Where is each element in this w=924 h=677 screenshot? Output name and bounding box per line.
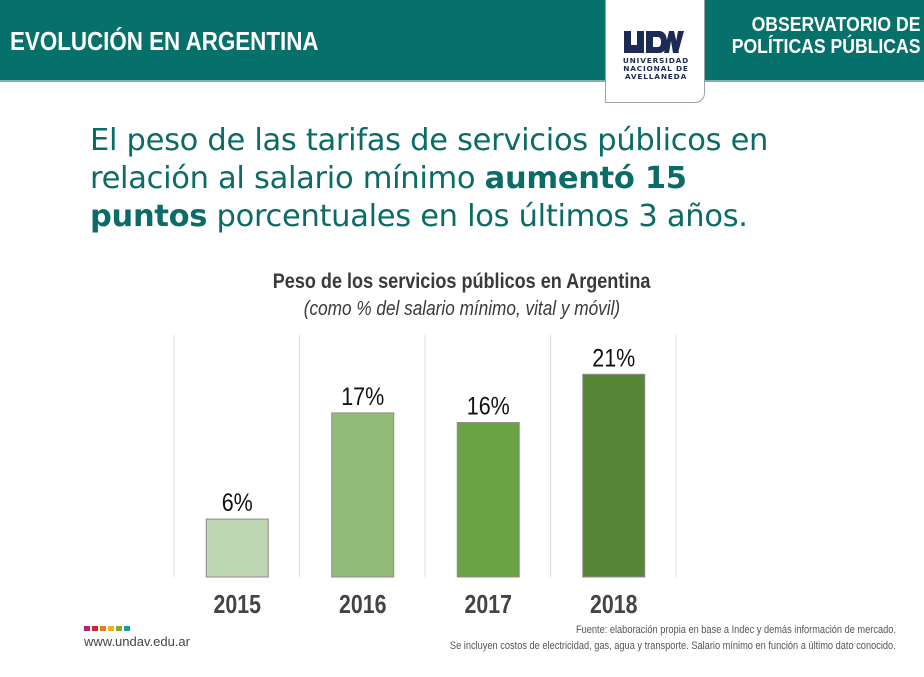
brand-color-square (116, 626, 122, 631)
headline-bold-2: puntos (90, 199, 208, 234)
source-text: Fuente: elaboración propia en base a Ind… (575, 624, 896, 636)
x-tick-label-2015: 2015 (214, 590, 261, 620)
data-label-2017: 16% (467, 392, 510, 420)
methodology-text: Se incluyen costos de electricidad, gas,… (450, 640, 896, 652)
chart-subtitle-text: (como % del salario mínimo, vital y móvi… (303, 298, 621, 320)
source-note: Fuente: elaboración propia en base a Ind… (96, 624, 896, 636)
logo-line-3: AVELLANEDA (624, 72, 688, 81)
brand-color-square (92, 626, 98, 631)
brand-color-square (84, 626, 90, 631)
section-title: EVOLUCIÓN EN ARGENTINA (10, 26, 319, 56)
methodology-note: Se incluyen costos de electricidad, gas,… (96, 640, 896, 652)
x-tick-label-2018: 2018 (590, 590, 637, 620)
undav-logo: UNIVERSIDAD NACIONAL DE AVELLANEDA (605, 0, 705, 103)
brand-color-squares (84, 626, 130, 631)
header-band: EVOLUCIÓN EN ARGENTINA OBSERVATORIO DE P… (0, 0, 924, 82)
x-tick-label-2016: 2016 (339, 590, 386, 620)
logo-line-2: NACIONAL DE (623, 64, 689, 73)
bar-2016 (331, 412, 395, 578)
headline: El peso de las tarifas de servicios públ… (90, 122, 890, 236)
chart-title-text: Peso de los servicios públicos en Argent… (273, 270, 651, 293)
undav-logo-mark-icon (624, 31, 684, 53)
observatory-line-1: OBSERVATORIO DE (751, 14, 920, 36)
headline-bold-1: aumentó 15 (484, 161, 687, 196)
logo-line-1: UNIVERSIDAD (622, 56, 690, 65)
data-label-2015: 6% (222, 489, 253, 517)
x-tick-label-2017: 2017 (465, 590, 512, 620)
bar-2015 (205, 518, 269, 578)
data-label-2016: 17% (341, 382, 384, 410)
bar-2018 (582, 373, 646, 578)
chart-title: Peso de los servicios públicos en Argent… (0, 270, 924, 294)
brand-color-square (124, 626, 130, 631)
bar-2017 (456, 422, 520, 578)
brand-color-square (108, 626, 114, 631)
logo-text: UNIVERSIDAD NACIONAL DE AVELLANEDA (606, 57, 706, 81)
observatory-title: OBSERVATORIO DE POLÍTICAS PÚBLICAS (731, 14, 920, 58)
website-url[interactable]: www.undav.edu.ar (84, 634, 190, 649)
headline-text-2: porcentuales en los últimos 3 años. (207, 199, 748, 234)
chart-subtitle: (como % del salario mínimo, vital y móvi… (0, 298, 924, 321)
observatory-line-2: POLÍTICAS PÚBLICAS (731, 36, 920, 58)
brand-color-square (100, 626, 106, 631)
data-label-2018: 21% (592, 344, 635, 372)
headline-text-1: El peso de las tarifas de servicios públ… (90, 123, 769, 196)
